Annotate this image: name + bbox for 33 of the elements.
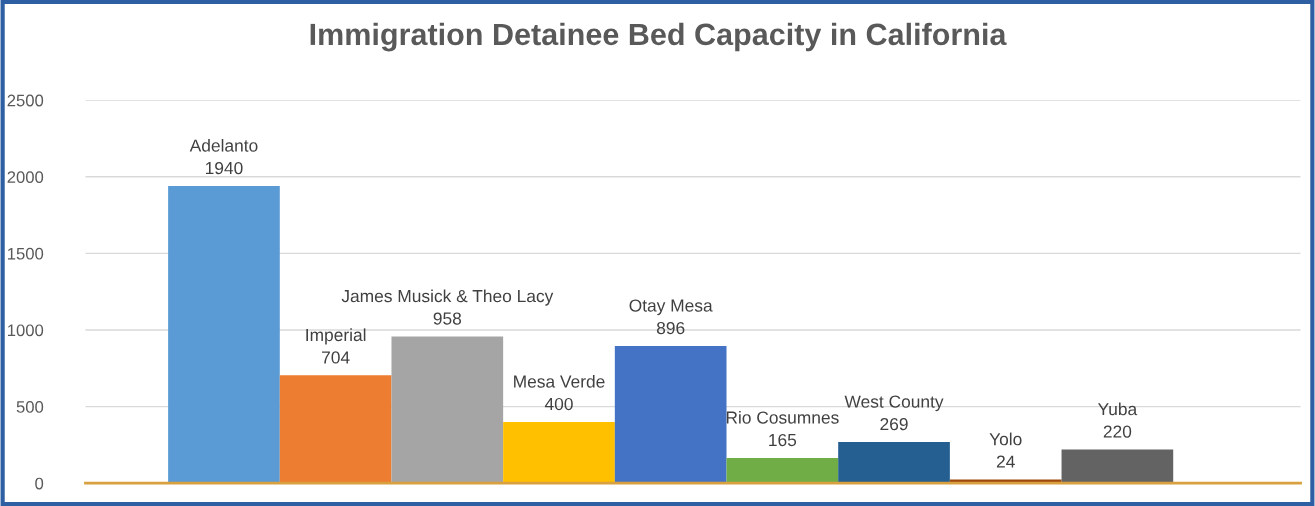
data-label: 220 <box>1103 425 1132 438</box>
data-label: 24 <box>996 455 1015 468</box>
bar <box>391 336 504 484</box>
x-tick-label: Adelanto <box>189 139 258 152</box>
data-label: 400 <box>544 397 573 411</box>
x-tick-label: Yolo <box>989 432 1022 446</box>
data-label: 704 <box>322 351 350 364</box>
y-tick-label: 1500 <box>8 247 44 260</box>
bar <box>838 442 950 484</box>
x-tick-label: West County <box>844 395 944 412</box>
data-label: 958 <box>433 312 462 325</box>
y-tick-label: 500 <box>16 401 44 413</box>
y-tick-label: 1000 <box>8 324 44 337</box>
data-label: 1940 <box>205 161 243 175</box>
data-label: 165 <box>769 433 797 447</box>
y-tick-label: 2500 <box>7 94 44 107</box>
y-tick-label: 2000 <box>7 171 44 183</box>
bar <box>503 421 615 484</box>
data-label: 269 <box>880 417 908 431</box>
y-tick-label: 0 <box>35 477 44 490</box>
chart-title: Immigration Detainee Bed Capacity in California <box>310 22 1007 52</box>
x-tick-label: James Musick & Theo Lacy <box>341 289 554 306</box>
x-tick-label: Otay Mesa <box>629 299 713 316</box>
bar <box>279 375 392 484</box>
bar <box>168 185 280 484</box>
x-tick-label: Imperial <box>306 328 366 345</box>
bar <box>726 457 839 484</box>
x-tick-label: Yuba <box>1097 402 1138 416</box>
data-label: 896 <box>656 321 685 335</box>
bar <box>1061 449 1174 484</box>
x-tick-label: Mesa Verde <box>514 374 605 388</box>
bar <box>614 345 727 484</box>
x-tick-label: Rio Cosumnes <box>726 410 839 424</box>
